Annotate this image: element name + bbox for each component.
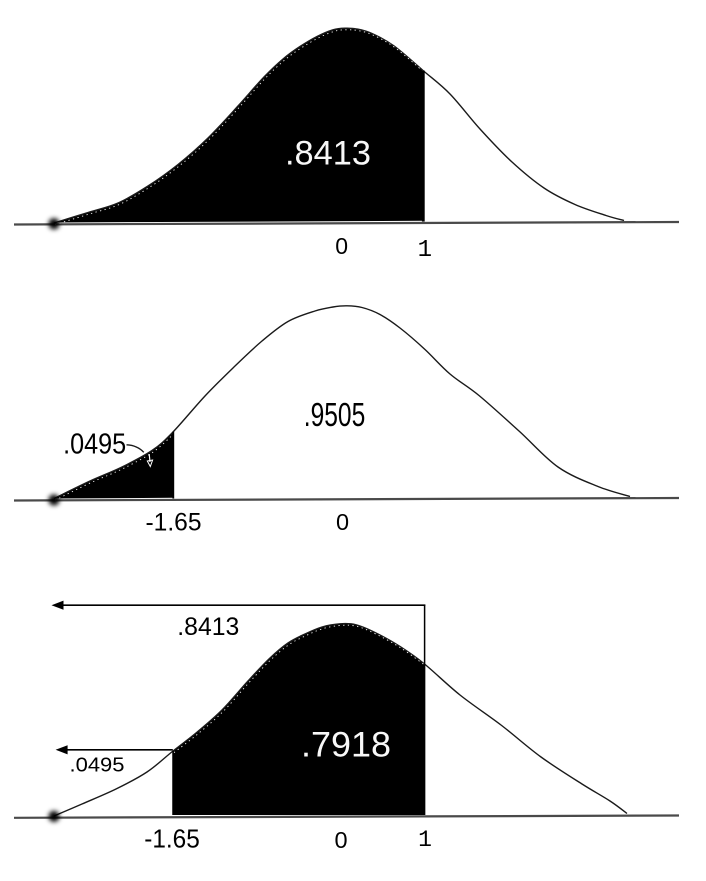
svg-text:0: 0 [335, 827, 348, 853]
svg-text:.0495: .0495 [63, 428, 126, 460]
svg-text:0: 0 [335, 233, 348, 259]
svg-text:1: 1 [418, 827, 432, 853]
svg-text:.9505: .9505 [304, 397, 366, 434]
svg-text:0: 0 [336, 509, 349, 535]
svg-text:.7918: .7918 [301, 726, 391, 765]
svg-text:1: 1 [418, 237, 432, 264]
svg-text:.8413: .8413 [177, 613, 239, 641]
svg-text:-1.65: -1.65 [146, 508, 202, 536]
svg-text:.0495: .0495 [70, 753, 125, 776]
svg-text:.8413: .8413 [285, 135, 371, 173]
svg-text:-1.65: -1.65 [144, 823, 200, 853]
